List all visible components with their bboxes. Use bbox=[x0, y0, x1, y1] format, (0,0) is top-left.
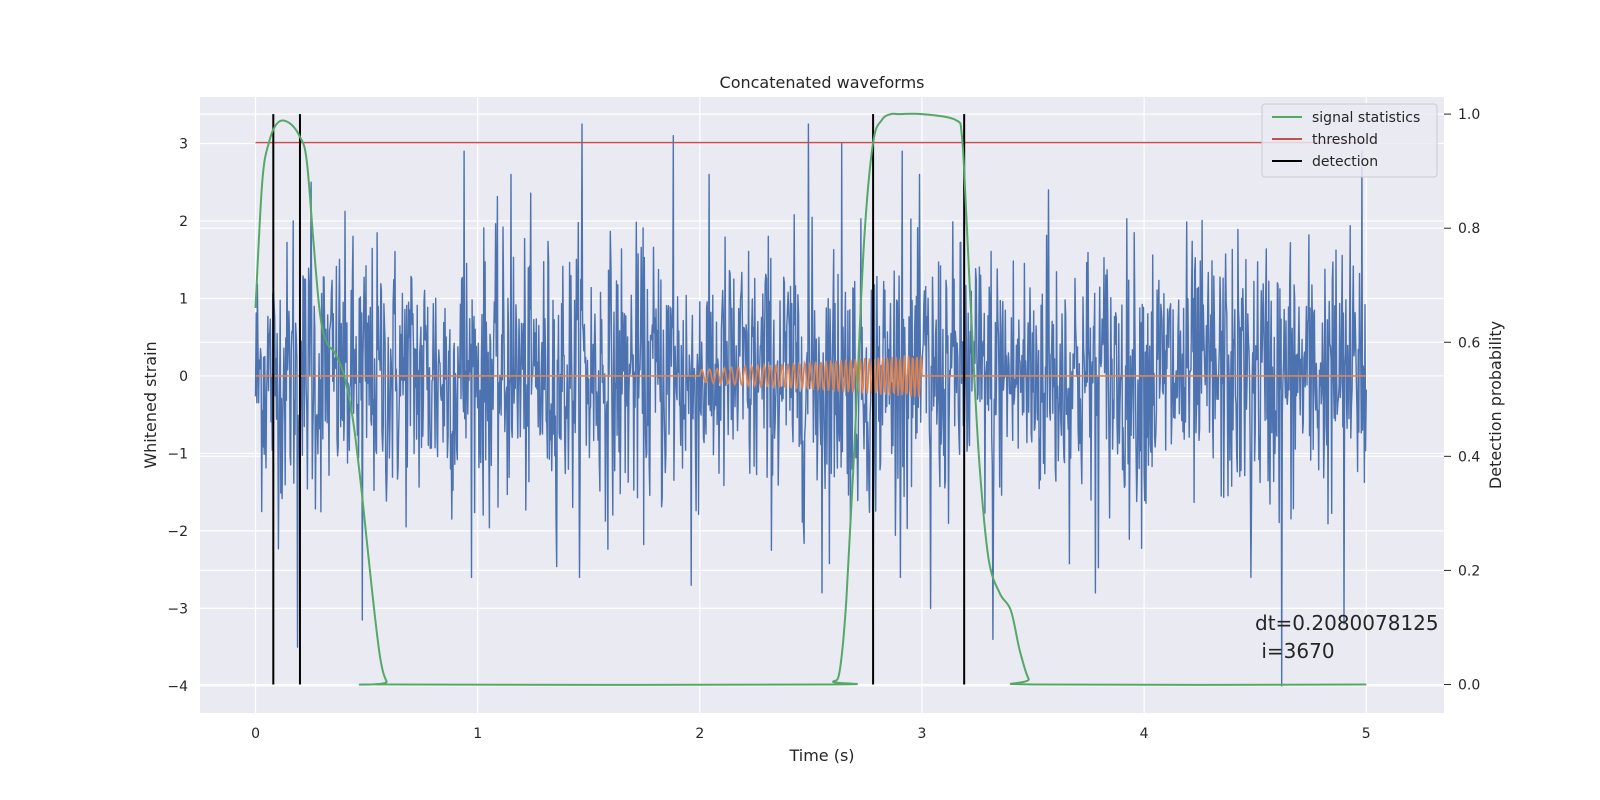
y2-tick-label: 0.0 bbox=[1458, 677, 1480, 693]
template-series bbox=[255, 355, 1367, 398]
legend-label-detection: detection bbox=[1312, 154, 1378, 170]
x-tick-label: 2 bbox=[695, 726, 704, 742]
x-tick-label: 4 bbox=[1140, 726, 1149, 742]
y-tick-label: −2 bbox=[167, 524, 188, 540]
y2-ticks: 0.0 0.2 0.4 0.6 0.8 1.0 bbox=[1444, 107, 1480, 693]
y-tick-label: 0 bbox=[179, 369, 188, 385]
y2-tick-label: 0.4 bbox=[1458, 449, 1480, 465]
annotation-dt: dt=0.2080078125 bbox=[1255, 611, 1439, 635]
chart-title: Concatenated waveforms bbox=[720, 73, 925, 92]
x-tick-label: 5 bbox=[1362, 726, 1371, 742]
strain-series bbox=[254, 123, 1368, 687]
y-tick-label: 1 bbox=[179, 291, 188, 307]
signal-statistics-line bbox=[254, 112, 1367, 686]
y2-tick-label: 0.2 bbox=[1458, 563, 1480, 579]
y-tick-label: −1 bbox=[167, 446, 188, 462]
strain-line bbox=[254, 123, 1368, 687]
y-axis-label: Whitened strain bbox=[141, 341, 160, 468]
y-tick-label: 3 bbox=[179, 136, 188, 152]
x-tick-label: 3 bbox=[918, 726, 927, 742]
y2-tick-label: 0.6 bbox=[1458, 335, 1480, 351]
y-tick-label: −4 bbox=[167, 679, 188, 695]
signal-statistics-series bbox=[254, 112, 1367, 686]
template-line bbox=[255, 355, 1367, 398]
y-ticks: −4 −3 −2 −1 0 1 2 3 bbox=[167, 136, 188, 694]
y2-tick-label: 0.8 bbox=[1458, 221, 1480, 237]
x-tick-label: 0 bbox=[251, 726, 260, 742]
legend-label-signal-statistics: signal statistics bbox=[1312, 110, 1420, 126]
x-axis-label: Time (s) bbox=[788, 746, 854, 765]
y2-axis-label: Detection probability bbox=[1486, 321, 1505, 489]
x-ticks: 0 1 2 3 4 5 bbox=[251, 726, 1371, 742]
legend-box bbox=[1261, 103, 1438, 178]
x-tick-label: 1 bbox=[473, 726, 482, 742]
y-tick-label: −3 bbox=[167, 601, 188, 617]
y2-tick-label: 1.0 bbox=[1458, 107, 1480, 123]
legend-label-threshold: threshold bbox=[1312, 132, 1378, 148]
detection-series bbox=[272, 114, 966, 685]
legend: signal statistics threshold detection bbox=[1261, 103, 1438, 178]
annotation-i: i=3670 bbox=[1255, 639, 1335, 663]
y-tick-label: 2 bbox=[179, 214, 188, 230]
